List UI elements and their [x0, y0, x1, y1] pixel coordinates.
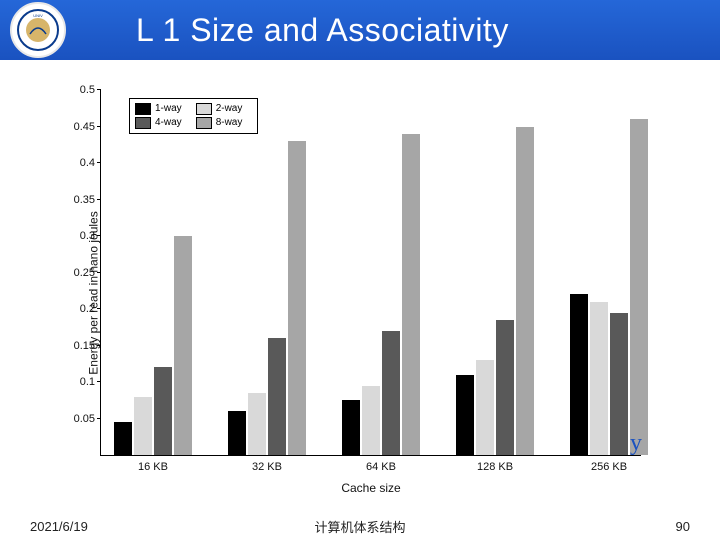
- y-tick-label: 0.35: [74, 194, 95, 206]
- svg-text:UNIV: UNIV: [33, 13, 43, 18]
- y-tick-label: 0.5: [80, 84, 95, 96]
- legend-swatch: [196, 117, 212, 129]
- y-tick-label: 0.4: [80, 157, 95, 169]
- y-tick-label: 0.1: [80, 376, 95, 388]
- legend-label: 4-way: [155, 116, 182, 130]
- legend-swatch: [135, 117, 151, 129]
- chart-legend: 1-way 2-way 4-way 8-way: [129, 98, 258, 134]
- x-tick-label: 16 KB: [138, 461, 168, 473]
- x-tick-label: 64 KB: [366, 461, 396, 473]
- bar-2-way-16KB: [134, 397, 152, 455]
- legend-label: 8-way: [216, 116, 243, 130]
- bar-4-way-32KB: [268, 338, 286, 455]
- bar-1-way-128KB: [456, 375, 474, 455]
- bar-1-way-256KB: [570, 294, 588, 455]
- x-tick-label: 128 KB: [477, 461, 513, 473]
- bar-4-way-128KB: [496, 320, 514, 455]
- title-bar: UNIV L 1 Size and Associativity: [0, 0, 720, 60]
- y-tick-label: 0.25: [74, 267, 95, 279]
- legend-swatch: [196, 103, 212, 115]
- bar-2-way-32KB: [248, 393, 266, 455]
- legend-swatch: [135, 103, 151, 115]
- bar-1-way-64KB: [342, 400, 360, 455]
- stray-text: y: [630, 430, 642, 457]
- y-tick-label: 0.45: [74, 121, 95, 133]
- footer-date: 2021/6/19: [30, 519, 88, 534]
- y-tick-label: 0.3: [80, 230, 95, 242]
- footer-page-number: 90: [676, 519, 690, 534]
- bar-2-way-256KB: [590, 302, 608, 455]
- x-axis-label: Cache size: [341, 481, 400, 495]
- y-tick-label: 0.05: [74, 413, 95, 425]
- bar-8-way-16KB: [174, 236, 192, 455]
- bar-8-way-256KB: [630, 119, 648, 455]
- y-tick-label: 0.15: [74, 340, 95, 352]
- legend-label: 2-way: [216, 102, 243, 116]
- footer-course: 计算机体系结构: [314, 517, 405, 536]
- bar-4-way-256KB: [610, 313, 628, 455]
- university-logo: UNIV: [10, 2, 66, 58]
- chart-area: Energy per read in nano joules 1-way2-wa…: [20, 85, 680, 500]
- bar-8-way-64KB: [402, 134, 420, 455]
- bar-4-way-64KB: [382, 331, 400, 455]
- legend-label: 1-way: [155, 102, 182, 116]
- slide-title: L 1 Size and Associativity: [136, 12, 509, 49]
- bar-8-way-128KB: [516, 127, 534, 456]
- bar-4-way-16KB: [154, 367, 172, 455]
- y-tick-label: 0.2: [80, 303, 95, 315]
- bar-2-way-128KB: [476, 360, 494, 455]
- slide-footer: 2021/6/19 计算机体系结构 90: [0, 519, 720, 534]
- x-tick-label: 32 KB: [252, 461, 282, 473]
- x-tick-label: 256 KB: [591, 461, 627, 473]
- bar-1-way-32KB: [228, 411, 246, 455]
- bar-8-way-32KB: [288, 141, 306, 455]
- plot-region: 1-way2-way4-way8-way Cache size 0.050.10…: [100, 90, 641, 456]
- bar-2-way-64KB: [362, 386, 380, 455]
- bar-1-way-16KB: [114, 422, 132, 455]
